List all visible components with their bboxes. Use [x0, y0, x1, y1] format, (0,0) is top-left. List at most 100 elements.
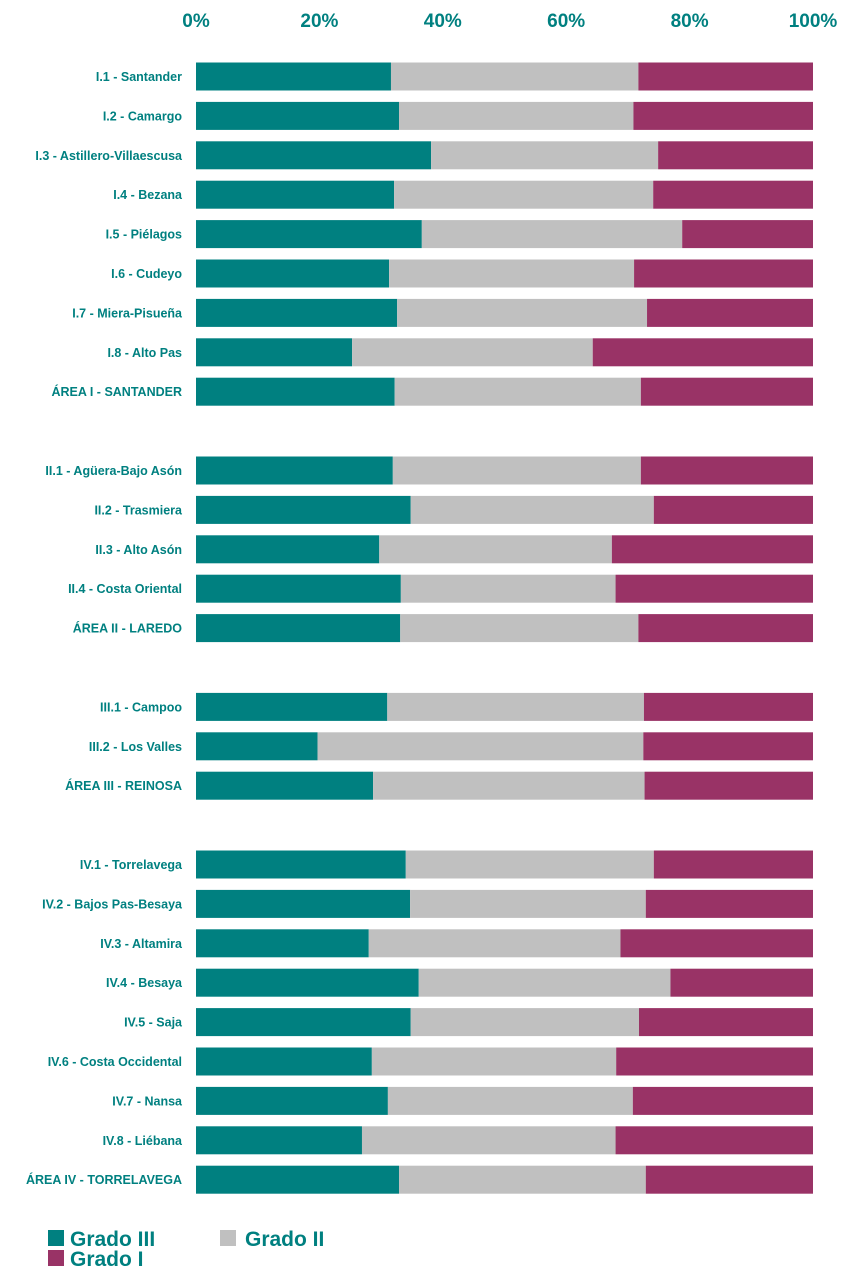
- bar-segment-grado-i: [615, 1126, 813, 1155]
- category-label: ÁREA II - LAREDO: [73, 621, 183, 636]
- bar-segment-grado-i: [638, 614, 813, 643]
- bar-segment-grado-iii: [196, 1126, 362, 1155]
- bar-segment-grado-ii: [421, 220, 683, 249]
- x-tick-label: 80%: [671, 11, 709, 32]
- bar-segment-grado-i: [633, 101, 813, 130]
- bar-segment-grado-iii: [196, 614, 401, 643]
- legend-label: Grado II: [245, 1228, 324, 1251]
- bar-segment-grado-iii: [196, 298, 398, 327]
- category-label: I.2 - Camargo: [103, 109, 183, 123]
- bar-segment-grado-i: [644, 771, 813, 800]
- category-label: III.2 - Los Valles: [89, 740, 182, 754]
- bar-segment-grado-ii: [352, 338, 593, 367]
- bar-segment-grado-i: [670, 968, 813, 997]
- bar-segment-grado-iii: [196, 495, 411, 524]
- bar-segment-grado-i: [640, 456, 813, 485]
- bar-segment-grado-ii: [394, 377, 641, 406]
- bar-segment-grado-iii: [196, 889, 411, 918]
- bar-segment-grado-i: [592, 338, 813, 367]
- bar-segment-grado-ii: [379, 535, 612, 564]
- bar-segment-grado-iii: [196, 574, 401, 603]
- legend: Grado III Grado II Grado I: [48, 1228, 324, 1269]
- x-tick-label: 40%: [424, 11, 462, 32]
- bar-segment-grado-iii: [196, 1165, 399, 1194]
- category-label: ÁREA III - REINOSA: [65, 778, 182, 793]
- bar-segment-grado-i: [638, 62, 813, 91]
- bar-segment-grado-ii: [410, 1008, 640, 1037]
- category-label: I.6 - Cudeyo: [111, 267, 182, 281]
- bar-segment-grado-iii: [196, 377, 395, 406]
- bar-segment-grado-i: [653, 180, 813, 209]
- bar-area: [196, 62, 813, 1194]
- bar-segment-grado-i: [658, 141, 813, 170]
- bar-segment-grado-ii: [373, 771, 645, 800]
- category-label: I.5 - Piélagos: [106, 228, 182, 242]
- bar-segment-grado-i: [615, 574, 813, 603]
- category-label: IV.7 - Nansa: [112, 1094, 183, 1108]
- bar-segment-grado-iii: [196, 456, 393, 485]
- bar-segment-grado-iii: [196, 692, 388, 721]
- bar-segment-grado-ii: [418, 968, 671, 997]
- bar-segment-grado-ii: [398, 1165, 646, 1194]
- bar-segment-grado-iii: [196, 535, 380, 564]
- bar-segment-grado-iii: [196, 220, 422, 249]
- category-label: I.1 - Santander: [96, 70, 182, 84]
- bar-segment-grado-iii: [196, 968, 419, 997]
- category-label: ÁREA I - SANTANDER: [51, 384, 182, 399]
- bar-segment-grado-i: [643, 732, 813, 761]
- legend-swatch: [48, 1250, 64, 1266]
- bar-segment-grado-iii: [196, 180, 395, 209]
- category-labels: I.1 - Santander I.2 - Camargo I.3 - Astill…: [26, 70, 183, 1187]
- category-label: IV.1 - Torrelavega: [80, 858, 183, 872]
- bar-segment-grado-iii: [196, 101, 399, 130]
- bar-segment-grado-ii: [390, 62, 639, 91]
- bar-segment-grado-iii: [196, 1047, 372, 1076]
- bar-segment-grado-ii: [389, 259, 635, 288]
- bar-segment-grado-iii: [196, 732, 318, 761]
- bar-segment-grado-iii: [196, 1086, 388, 1115]
- bar-segment-grado-i: [645, 1165, 813, 1194]
- category-label: IV.3 - Altamira: [100, 937, 183, 951]
- bar-segment-grado-iii: [196, 850, 406, 879]
- bar-segment-grado-ii: [398, 101, 634, 130]
- category-label: I.4 - Bezana: [113, 188, 183, 202]
- bar-segment-grado-ii: [317, 732, 644, 761]
- bar-segment-grado-i: [647, 298, 813, 327]
- bar-segment-grado-ii: [361, 1126, 616, 1155]
- x-tick-label: 20%: [300, 11, 338, 32]
- x-tick-label: 60%: [547, 11, 585, 32]
- x-tick-label: 100%: [789, 11, 838, 32]
- bar-segment-grado-iii: [196, 62, 391, 91]
- bar-segment-grado-iii: [196, 771, 374, 800]
- category-label: IV.4 - Besaya: [106, 976, 183, 990]
- bar-segment-grado-ii: [431, 141, 659, 170]
- bar-segment-grado-ii: [387, 692, 644, 721]
- x-axis: 0% 20% 40% 60% 80% 100%: [182, 11, 837, 32]
- bar-segment-grado-iii: [196, 259, 390, 288]
- category-label: II.4 - Costa Oriental: [68, 582, 182, 596]
- x-tick-label: 0%: [182, 11, 210, 32]
- bar-segment-grado-ii: [400, 574, 616, 603]
- category-label: II.3 - Alto Asón: [95, 543, 182, 557]
- category-label: ÁREA IV - TORRELAVEGA: [26, 1172, 182, 1187]
- legend-swatch: [220, 1230, 236, 1246]
- bar-segment-grado-i: [634, 259, 813, 288]
- bar-segment-grado-ii: [394, 180, 654, 209]
- bar-segment-grado-iii: [196, 141, 432, 170]
- bar-segment-grado-i: [640, 377, 813, 406]
- bar-segment-grado-i: [653, 850, 813, 879]
- bar-segment-grado-i: [645, 889, 813, 918]
- bar-segment-grado-iii: [196, 929, 369, 958]
- category-label: I.8 - Alto Pas: [107, 346, 182, 360]
- category-label: II.1 - Agüera-Bajo Asón: [45, 464, 182, 478]
- bar-segment-grado-ii: [387, 1086, 633, 1115]
- bar-segment-grado-ii: [410, 889, 646, 918]
- bar-segment-grado-iii: [196, 1008, 411, 1037]
- bar-segment-grado-i: [632, 1086, 813, 1115]
- category-label: III.1 - Campoo: [100, 700, 182, 714]
- bar-segment-grado-i: [620, 929, 813, 958]
- bar-segment-grado-i: [682, 220, 813, 249]
- category-label: II.2 - Trasmiera: [94, 503, 183, 517]
- legend-label: Grado III: [70, 1228, 155, 1251]
